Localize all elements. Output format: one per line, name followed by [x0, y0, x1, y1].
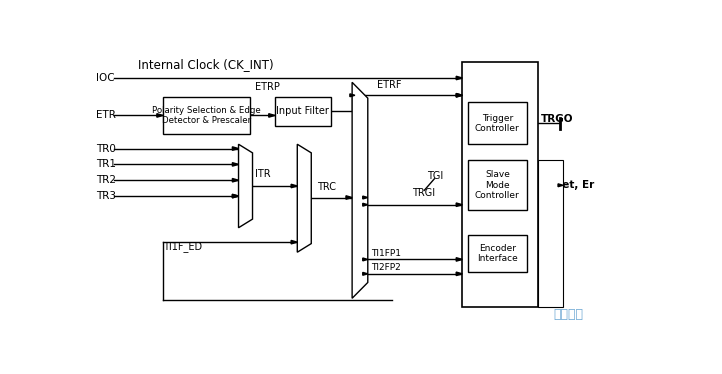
Text: Input Filter: Input Filter [277, 106, 329, 116]
Polygon shape [558, 184, 563, 187]
Polygon shape [232, 194, 238, 198]
Text: ETR: ETR [96, 110, 116, 120]
Bar [468, 102, 527, 144]
Text: TGI: TGI [427, 171, 443, 181]
Polygon shape [291, 240, 297, 244]
Text: to: to [542, 165, 553, 175]
Text: Polarity Selection & Edge
Detector & Prescaler: Polarity Selection & Edge Detector & Pre… [152, 106, 261, 125]
Text: to: to [542, 178, 553, 188]
Polygon shape [232, 147, 238, 150]
Polygon shape [362, 258, 367, 261]
Polygon shape [362, 272, 367, 275]
Polygon shape [238, 144, 253, 228]
Text: TR0: TR0 [96, 144, 116, 154]
Text: ETRF: ETRF [378, 80, 402, 90]
Polygon shape [291, 184, 297, 188]
Text: Ⓡ日月辰: Ⓡ日月辰 [554, 308, 583, 321]
Polygon shape [346, 196, 352, 199]
Polygon shape [232, 163, 238, 166]
Text: ITR: ITR [256, 169, 271, 180]
Text: TR3: TR3 [96, 191, 116, 201]
Polygon shape [232, 194, 238, 198]
Bar [462, 62, 538, 307]
Text: TR2: TR2 [96, 175, 116, 185]
Polygon shape [297, 144, 311, 252]
Polygon shape [157, 114, 163, 117]
Polygon shape [352, 82, 367, 298]
Polygon shape [456, 203, 462, 206]
Bar [538, 160, 563, 307]
Polygon shape [362, 203, 367, 206]
Text: TI1FP1: TI1FP1 [370, 249, 401, 258]
Text: ETRP: ETRP [256, 82, 280, 92]
Text: TRC: TRC [317, 182, 336, 192]
Polygon shape [456, 76, 462, 80]
Polygon shape [456, 94, 462, 97]
Text: Internal Clock (CK_INT): Internal Clock (CK_INT) [138, 58, 274, 71]
Text: TRGI: TRGI [412, 188, 435, 198]
Text: Trigger
Controller: Trigger Controller [475, 114, 520, 133]
Bar [468, 160, 527, 211]
Polygon shape [456, 94, 462, 97]
Text: Reset, Er: Reset, Er [541, 180, 594, 190]
Text: TI2FP2: TI2FP2 [370, 263, 400, 272]
Text: TRGO: TRGO [541, 114, 573, 124]
Bar [163, 97, 250, 134]
Polygon shape [456, 272, 462, 276]
Bar [275, 97, 331, 126]
Polygon shape [232, 178, 238, 182]
Text: Slave
Mode
Controller: Slave Mode Controller [475, 171, 520, 200]
Polygon shape [362, 196, 367, 199]
Bar [468, 235, 527, 272]
Polygon shape [350, 94, 355, 97]
Text: Encoder
Interface: Encoder Interface [477, 244, 518, 263]
Text: TI1F_ED: TI1F_ED [163, 241, 202, 252]
Text: IOC: IOC [96, 73, 115, 83]
Polygon shape [269, 114, 275, 117]
Text: TR1: TR1 [96, 159, 116, 169]
Polygon shape [456, 258, 462, 261]
